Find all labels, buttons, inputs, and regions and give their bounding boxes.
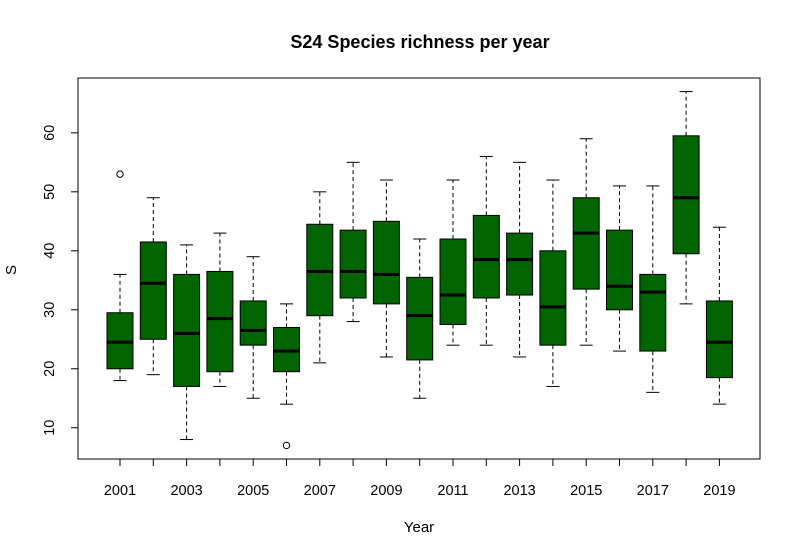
box-2011 [439, 179, 467, 346]
iqr-box [472, 214, 500, 299]
iqr-box [705, 300, 733, 379]
y-axis-label: S [3, 265, 20, 275]
y-tick-label: 50 [42, 184, 58, 200]
x-tick-label: 2007 [304, 483, 336, 499]
iqr-box [339, 229, 367, 299]
box-2005 [239, 256, 267, 399]
y-axis: 10 20 30 40 50 60 [42, 125, 79, 436]
iqr-box [672, 135, 700, 255]
x-tick-label: 2003 [170, 483, 202, 499]
x-tick-label: 2017 [637, 483, 669, 499]
x-tick-label: 2013 [503, 483, 535, 499]
iqr-box [206, 270, 234, 373]
box-2003 [173, 244, 201, 441]
x-tick-label: 2015 [570, 483, 602, 499]
iqr-box [239, 300, 267, 346]
iqr-box [539, 250, 567, 346]
y-tick-label: 40 [42, 243, 58, 259]
chart-title: S24 Species richness per year [290, 32, 549, 52]
box-2001 [106, 170, 134, 382]
outlier-point [282, 441, 291, 450]
x-tick-label: 2019 [703, 483, 735, 499]
y-tick-label: 30 [42, 302, 58, 318]
iqr-box [439, 238, 467, 326]
box-2004 [206, 232, 234, 387]
box-2014 [539, 179, 567, 387]
y-tick-label: 20 [42, 361, 58, 377]
box-2018 [672, 91, 700, 305]
iqr-box [173, 273, 201, 387]
box-2016 [606, 185, 633, 352]
x-tick-label: 2001 [104, 483, 136, 499]
y-tick-label: 10 [42, 420, 58, 436]
boxes-layer [106, 91, 733, 450]
outlier-point [116, 170, 124, 178]
x-axis-label: Year [404, 519, 434, 536]
box-2006 [273, 303, 300, 450]
box-2010 [406, 238, 434, 399]
iqr-box [406, 276, 434, 361]
x-tick-label: 2009 [370, 483, 402, 499]
iqr-box [639, 273, 667, 352]
box-2015 [572, 138, 600, 346]
iqr-box [606, 229, 633, 311]
box-2013 [506, 161, 534, 358]
box-2007 [306, 191, 334, 364]
iqr-box [506, 232, 534, 296]
box-2017 [639, 185, 667, 393]
box-2008 [339, 161, 367, 323]
iqr-box [572, 197, 600, 290]
x-tick-label: 2005 [237, 483, 269, 499]
x-tick-label: 2011 [437, 483, 468, 499]
iqr-box [372, 220, 400, 305]
box-2002 [139, 197, 167, 376]
box-2009 [372, 179, 400, 358]
plot-frame [77, 77, 761, 460]
iqr-box [139, 241, 167, 340]
box-2019 [705, 226, 733, 405]
y-tick-label: 60 [42, 125, 58, 141]
box-2012 [472, 155, 500, 346]
x-axis: 2001 2003 2005 2007 2009 2011 2013 2015 2017 2019 [104, 458, 736, 499]
